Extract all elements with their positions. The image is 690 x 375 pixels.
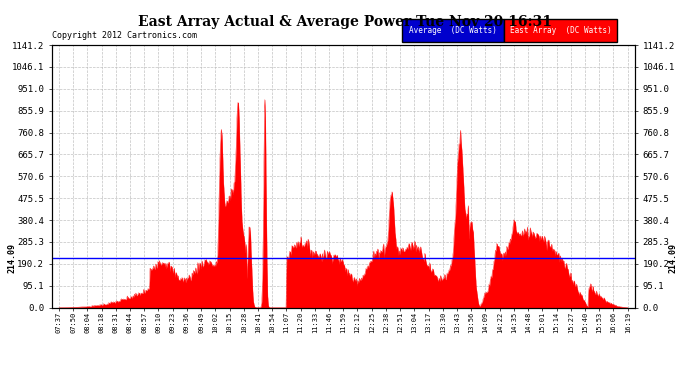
Text: Copyright 2012 Cartronics.com: Copyright 2012 Cartronics.com [52, 31, 197, 40]
Text: East Array Actual & Average Power Tue Nov 20 16:31: East Array Actual & Average Power Tue No… [138, 15, 552, 29]
FancyBboxPatch shape [402, 19, 504, 42]
Text: East Array  (DC Watts): East Array (DC Watts) [510, 26, 611, 35]
Text: Average  (DC Watts): Average (DC Watts) [408, 26, 497, 35]
FancyBboxPatch shape [504, 19, 618, 42]
Text: 214.09: 214.09 [8, 243, 17, 273]
Text: 214.09: 214.09 [668, 243, 677, 273]
